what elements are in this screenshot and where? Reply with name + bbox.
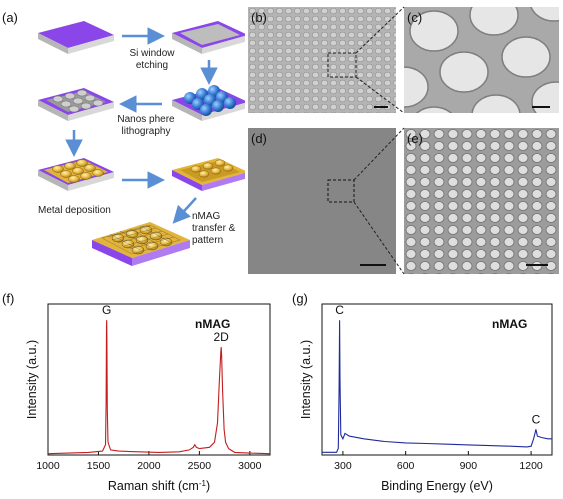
substrate-step-4-holes <box>38 88 114 121</box>
y-axis-title: Intensity (a.u.) <box>299 340 313 419</box>
x-tick-label: 1000 <box>36 460 60 472</box>
x-tick-label: 900 <box>460 460 478 472</box>
y-axis-title: Intensity (a.u.) <box>25 340 39 419</box>
substrate-step-3-spheres <box>172 85 245 121</box>
peak-label: G <box>102 303 111 317</box>
x-axis-title: Raman shift (cm-1) <box>108 479 210 494</box>
sem-image-b <box>248 7 396 113</box>
panel-label-f: (f) <box>2 291 15 306</box>
series-line <box>322 320 552 453</box>
substrate-step-2-window <box>172 21 245 54</box>
peak-label: C <box>335 303 344 317</box>
step-label-si-window: Si window etching <box>129 48 175 71</box>
step-label-metal-deposition: Metal deposition <box>38 205 111 216</box>
plot-frame <box>47 303 271 456</box>
step-label-nmag-transfer: nMAG transfer & pattern <box>192 211 236 246</box>
plot-frame <box>321 303 553 456</box>
substrate-step-7-nmag <box>92 222 190 266</box>
raman-chart: 1000 1500 2000 2500 3000 Raman shift (cm-1) In… <box>25 303 271 494</box>
peak-label: C <box>532 412 541 426</box>
panel-label-b: (b) <box>251 10 267 25</box>
panel-label-c: (c) <box>407 10 423 25</box>
peak-label: 2D <box>213 330 229 344</box>
series-line <box>47 320 271 455</box>
step-label-nanosphere: Nanos phere lithography <box>117 114 175 137</box>
panel-label-e: (e) <box>407 131 423 146</box>
substrate-step-6-frame <box>172 158 245 191</box>
chart-annotation: nMAG <box>492 317 527 331</box>
panel-label-d: (d) <box>251 131 267 146</box>
sem-image-d <box>248 128 396 274</box>
arrow-6 <box>172 197 197 224</box>
x-axis-title: Binding Energy (eV) <box>381 479 493 493</box>
substrate-step-5-metal <box>38 158 114 191</box>
x-tick-label: 600 <box>397 460 415 472</box>
x-tick-label: 2000 <box>137 460 161 472</box>
process-schematic <box>38 21 245 266</box>
sem-image-e <box>404 128 559 274</box>
substrate-step-1 <box>38 21 114 54</box>
x-tick-label: 3000 <box>238 460 262 472</box>
panel-label-g: (g) <box>292 291 308 306</box>
x-tick-label: 2500 <box>188 460 212 472</box>
panel-label-a: (a) <box>2 10 18 25</box>
sem-image-c <box>404 7 559 113</box>
x-tick-label: 300 <box>334 460 352 472</box>
xps-chart: 300 600 900 1200 Binding Energy (eV) Intensit… <box>299 303 553 493</box>
x-tick-label: 1500 <box>87 460 111 472</box>
chart-annotation: nMAG <box>195 317 230 331</box>
x-tick-label: 1200 <box>519 460 543 472</box>
